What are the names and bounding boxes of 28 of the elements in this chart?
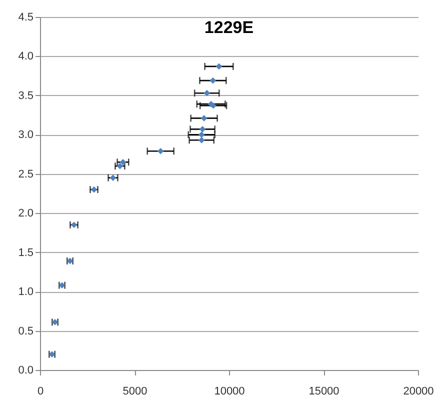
y-tick-label: 2.5 (18, 168, 34, 180)
x-tick-label: 15000 (308, 386, 340, 398)
point (198, 136, 205, 144)
point (110, 174, 116, 181)
y-tick-label: 3.0 (18, 129, 34, 142)
x-tick-label: 5000 (122, 386, 148, 398)
y-tick-label: 0.5 (18, 325, 34, 338)
point (204, 90, 210, 96)
x-tick-label: 0 (37, 386, 44, 398)
point (116, 162, 124, 170)
point (216, 63, 222, 70)
y-tick-label: 1.5 (18, 246, 34, 259)
y-tick-label: 3.5 (18, 90, 34, 102)
point (199, 126, 206, 132)
y-tick-label: 0.0 (18, 364, 34, 376)
point (210, 77, 216, 84)
point (200, 115, 208, 122)
point (210, 102, 216, 109)
point (157, 148, 164, 154)
x-tick-label: 10000 (214, 386, 245, 398)
point (120, 158, 126, 166)
y-tick-label: 4.5 (18, 12, 34, 24)
y-tick-label: 2.0 (18, 208, 34, 220)
y-tick-label: 1.0 (18, 286, 34, 298)
point (198, 132, 205, 138)
y-tick-label: 4.0 (18, 50, 34, 63)
x-tick-label: 20000 (403, 386, 434, 398)
chart-title: 1229E (204, 18, 254, 37)
